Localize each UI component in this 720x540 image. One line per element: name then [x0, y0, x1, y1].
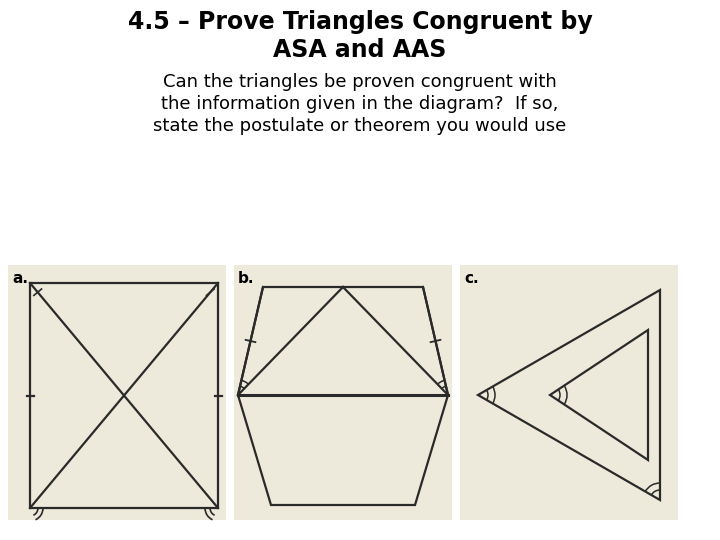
Bar	[460, 265, 678, 520]
Bar	[8, 265, 226, 520]
Text: state the postulate or theorem you would use: state the postulate or theorem you would…	[153, 117, 567, 135]
Text: the information given in the diagram?  If so,: the information given in the diagram? If…	[161, 95, 559, 113]
Text: c.: c.	[464, 271, 479, 286]
Text: ASA and AAS: ASA and AAS	[274, 38, 446, 62]
Bar	[234, 265, 452, 520]
Text: b.: b.	[238, 271, 254, 286]
Text: Can the triangles be proven congruent with: Can the triangles be proven congruent wi…	[163, 73, 557, 91]
Text: 4.5 – Prove Triangles Congruent by: 4.5 – Prove Triangles Congruent by	[127, 10, 593, 34]
Text: a.: a.	[12, 271, 28, 286]
